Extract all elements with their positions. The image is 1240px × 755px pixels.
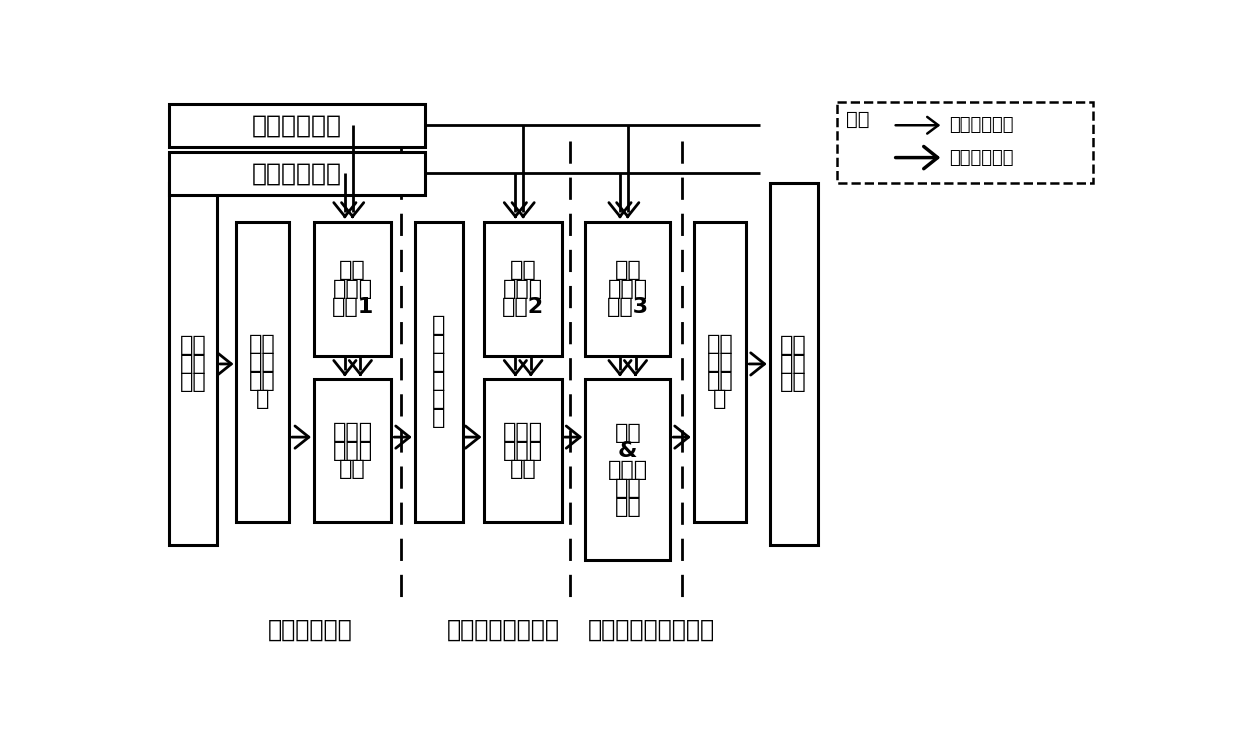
Text: 列: 列 <box>432 408 445 428</box>
Text: 权値: 权値 <box>510 260 537 280</box>
Text: 数据: 数据 <box>180 354 206 374</box>
Bar <box>169 153 424 195</box>
Text: 器阵: 器阵 <box>707 371 733 391</box>
Bar <box>485 379 562 522</box>
Text: 阵: 阵 <box>432 390 445 409</box>
Text: 模块: 模块 <box>340 459 366 479</box>
Text: 存: 存 <box>432 371 445 391</box>
Text: 激活函: 激活函 <box>503 422 543 442</box>
Text: 池化全连接运算电路: 池化全连接运算电路 <box>588 618 714 642</box>
Text: 阵列1: 阵列1 <box>331 297 373 317</box>
Bar <box>314 379 392 522</box>
Text: 寄存器: 寄存器 <box>608 279 647 299</box>
Bar <box>314 221 392 356</box>
Bar <box>414 221 463 522</box>
Text: 输出: 输出 <box>780 335 807 356</box>
Bar <box>585 221 671 356</box>
Text: 列: 列 <box>255 390 269 409</box>
Text: 卷积操: 卷积操 <box>332 422 373 442</box>
Text: 间: 间 <box>432 334 445 354</box>
Bar <box>169 183 217 545</box>
Text: 激活函数运算电路: 激活函数运算电路 <box>448 618 560 642</box>
Text: 输出: 输出 <box>707 334 733 354</box>
Bar <box>693 221 746 522</box>
Text: 注：: 注： <box>847 109 869 128</box>
Text: 输入: 输入 <box>180 335 206 356</box>
Text: 输入: 输入 <box>249 334 277 354</box>
Text: 数据: 数据 <box>780 354 807 374</box>
Text: 寄存: 寄存 <box>249 353 277 372</box>
Text: 寄存: 寄存 <box>707 353 733 372</box>
Text: 缓: 缓 <box>432 353 445 372</box>
Text: 寄存器: 寄存器 <box>503 279 543 299</box>
Text: 权値: 权値 <box>614 260 641 280</box>
Text: 器阵: 器阵 <box>249 371 277 391</box>
Text: 缓存: 缓存 <box>180 372 206 393</box>
Text: &: & <box>618 442 637 461</box>
Text: 表示控制信号: 表示控制信号 <box>950 116 1014 134</box>
Bar <box>837 102 1092 183</box>
Text: 池化: 池化 <box>614 423 641 443</box>
Bar <box>770 183 817 545</box>
Text: 参数配置控制: 参数配置控制 <box>252 114 342 137</box>
Text: 全连接: 全连接 <box>608 460 647 480</box>
Bar <box>485 221 562 356</box>
Bar <box>169 104 424 146</box>
Text: 权値: 权値 <box>340 260 366 280</box>
Text: 作运算: 作运算 <box>332 441 373 461</box>
Text: 缓存: 缓存 <box>780 372 807 393</box>
Text: 数运算: 数运算 <box>503 441 543 461</box>
Text: 中: 中 <box>432 316 445 335</box>
Bar <box>585 379 671 560</box>
Text: 寄存器: 寄存器 <box>332 279 373 299</box>
Text: 列: 列 <box>713 390 727 409</box>
Bar <box>237 221 289 522</box>
Text: 参数权値缓存: 参数权値缓存 <box>252 162 342 186</box>
Text: 阵列3: 阵列3 <box>606 297 649 317</box>
Text: 模块: 模块 <box>614 497 641 516</box>
Text: 表示数据信号: 表示数据信号 <box>950 149 1014 167</box>
Text: 运算: 运算 <box>614 479 641 498</box>
Text: 模块: 模块 <box>510 459 537 479</box>
Text: 阵列2: 阵列2 <box>502 297 544 317</box>
Text: 卷积运算电路: 卷积运算电路 <box>268 618 352 642</box>
